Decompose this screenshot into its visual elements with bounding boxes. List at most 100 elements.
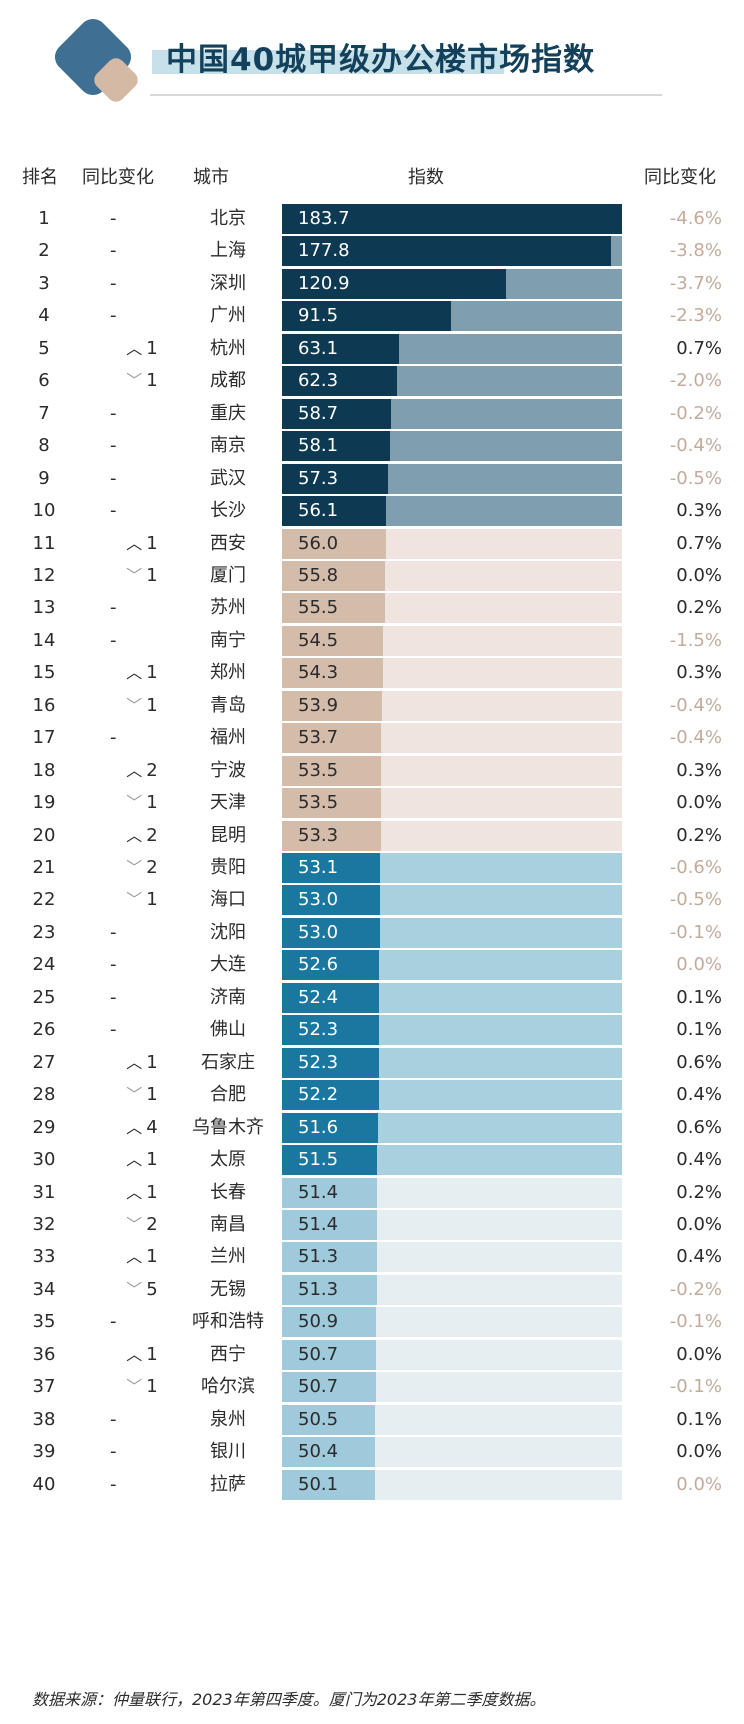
caret-up-icon: ︿ — [126, 1247, 143, 1267]
city-cell: 武汉 — [210, 467, 246, 489]
yoy-cell: 0.0% — [676, 1213, 722, 1235]
bar-fill — [282, 1242, 377, 1273]
bar-fill — [282, 236, 612, 267]
rank-cell: 8 — [38, 435, 50, 457]
bar-fill — [282, 301, 452, 332]
table-row: 35 - 呼和浩特 50.9 -0.1% — [0, 1307, 744, 1338]
city-cell: 郑州 — [210, 662, 246, 684]
rank-change-cell: - — [110, 1408, 117, 1430]
rank-change-cell: - — [110, 1311, 117, 1333]
page-title: 中国40城甲级办公楼市场指数 — [166, 42, 596, 78]
rank-change-cell: ﹀ 2 — [92, 1210, 192, 1240]
rank-cell: 38 — [32, 1408, 56, 1430]
rank-cell: 7 — [38, 402, 50, 424]
column-header-index: 指数 — [408, 167, 444, 188]
table-row: 31 ︿ 1 长春 51.4 0.2% — [0, 1177, 744, 1208]
bar-value-label: 56.0 — [298, 532, 339, 554]
yoy-cell: 0.1% — [676, 986, 722, 1008]
rank-change-value: 2 — [146, 759, 158, 781]
bar-value-label: 53.1 — [298, 857, 339, 878]
bar-fill — [282, 1274, 377, 1305]
table-row: 26 - 佛山 52.3 0.1% — [0, 1015, 744, 1046]
table-row: 12 ﹀ 1 厦门 55.8 0.0% — [0, 560, 744, 591]
table-row: 14 - 南宁 54.5 -1.5% — [0, 625, 744, 656]
bar-fill — [282, 268, 506, 299]
caret-down-icon: ﹀ — [126, 1085, 143, 1105]
bar-fill — [282, 333, 399, 364]
rank-change-value: 2 — [146, 824, 158, 846]
bar-fill — [282, 917, 381, 948]
rank-change-cell: ︿ 1 — [92, 1242, 192, 1272]
bar-fill — [282, 820, 381, 851]
yoy-cell: -3.8% — [669, 240, 722, 262]
city-cell: 佛山 — [210, 1019, 246, 1041]
city-cell: 杭州 — [210, 337, 246, 359]
rank-change-cell: ︿ 1 — [92, 1178, 192, 1208]
rank-change-value: 1 — [146, 1084, 158, 1106]
bar-fill — [282, 204, 622, 234]
table-row: 23 - 沈阳 53.0 -0.1% — [0, 917, 744, 948]
table-row: 11 ︿ 1 西安 56.0 0.7% — [0, 528, 744, 559]
yoy-cell: 0.4% — [676, 1084, 722, 1106]
city-cell: 北京 — [210, 208, 246, 229]
rank-cell: 40 — [32, 1473, 56, 1495]
city-cell: 拉萨 — [210, 1473, 246, 1495]
yoy-cell: -0.4% — [669, 727, 722, 749]
rank-change-cell: ︿ 1 — [92, 1340, 192, 1370]
caret-up-icon: ︿ — [126, 1344, 143, 1364]
bar-value-label: 58.7 — [298, 402, 339, 424]
bar-fill — [282, 1307, 377, 1338]
rank-change-value: 1 — [146, 1181, 158, 1203]
source-footnote: 数据来源：仲量联行，2023年第四季度。厦门为2023年第二季度数据。 — [32, 1690, 546, 1709]
yoy-cell: 0.6% — [676, 1116, 722, 1138]
yoy-cell: -0.6% — [669, 857, 722, 878]
city-cell: 昆明 — [210, 824, 246, 846]
bar-value-label: 58.1 — [298, 435, 339, 457]
table-row: 8 - 南京 58.1 -0.4% — [0, 431, 744, 462]
table-row: 40 - 拉萨 50.1 0.0% — [0, 1469, 744, 1500]
bar-value-label: 54.3 — [298, 662, 339, 684]
city-cell: 南京 — [210, 435, 246, 457]
bar-fill — [282, 755, 382, 786]
rank-cell: 13 — [32, 597, 56, 619]
bar-value-label: 54.5 — [298, 629, 339, 651]
rank-change-cell: - — [110, 402, 117, 424]
rank-change-value: 1 — [146, 1246, 158, 1268]
rank-change-cell: - — [110, 208, 117, 229]
city-cell: 济南 — [210, 986, 246, 1008]
caret-down-icon: ﹀ — [126, 1377, 143, 1397]
bar-fill — [282, 496, 386, 527]
table-row: 3 - 深圳 120.9 -3.7% — [0, 268, 744, 299]
rank-cell: 17 — [32, 727, 56, 749]
rank-change-value: 5 — [146, 1278, 158, 1300]
rank-change-value: 1 — [146, 792, 158, 814]
city-cell: 上海 — [210, 240, 246, 262]
bar-fill — [282, 853, 381, 883]
yoy-cell: 0.7% — [676, 337, 722, 359]
bar-fill — [282, 560, 386, 591]
table-row: 13 - 苏州 55.5 0.2% — [0, 593, 744, 624]
rank-cell: 15 — [32, 662, 56, 684]
table-row: 19 ﹀ 1 天津 53.5 0.0% — [0, 788, 744, 819]
yoy-cell: 0.0% — [676, 792, 722, 814]
bar-value-label: 53.3 — [298, 824, 339, 846]
caret-up-icon: ︿ — [126, 760, 143, 780]
bar-value-label: 51.4 — [298, 1213, 339, 1235]
header: 中国40城甲级办公楼市场指数 — [0, 0, 744, 120]
table-row: 27 ︿ 1 石家庄 52.3 0.6% — [0, 1047, 744, 1078]
yoy-cell: -0.4% — [669, 435, 722, 457]
rank-cell: 21 — [32, 857, 56, 878]
city-cell: 广州 — [210, 305, 246, 327]
rank-change-cell: - — [110, 921, 117, 943]
bar-fill — [282, 398, 391, 429]
yoy-cell: -4.6% — [669, 208, 722, 229]
bar-value-label: 52.2 — [298, 1084, 339, 1106]
rank-cell: 39 — [32, 1441, 56, 1463]
city-cell: 长沙 — [210, 500, 246, 522]
city-cell: 重庆 — [210, 402, 246, 424]
bar-value-label: 51.5 — [298, 1149, 339, 1171]
caret-up-icon: ︿ — [126, 1117, 143, 1137]
rank-cell: 25 — [32, 986, 56, 1008]
rank-change-cell: ﹀ 5 — [92, 1275, 192, 1305]
rank-change-value: 1 — [146, 1051, 158, 1073]
